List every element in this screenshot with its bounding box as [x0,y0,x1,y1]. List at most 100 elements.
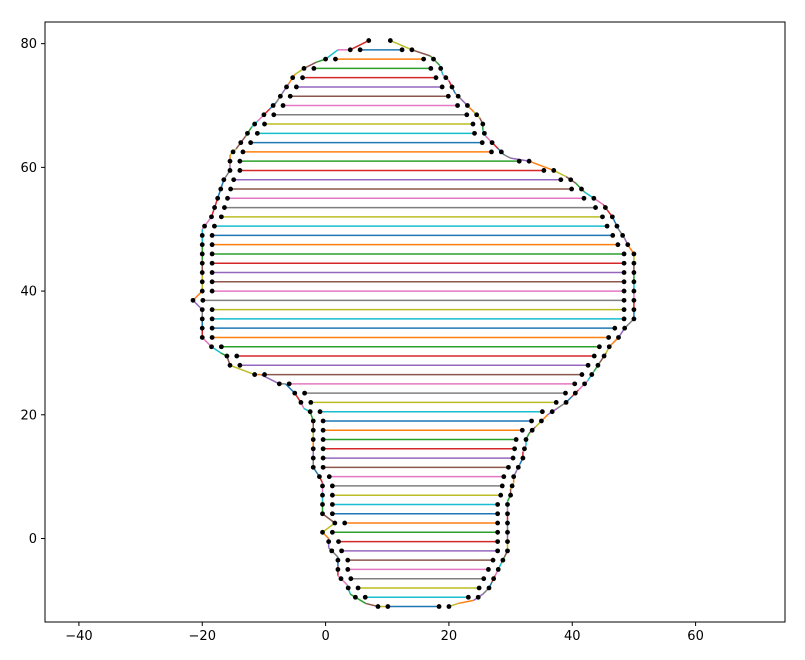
vertex-marker [231,177,237,183]
vertex-marker [495,511,501,517]
vertex-marker [505,511,510,517]
vertex-marker [276,381,282,387]
vertex-marker [519,427,525,433]
vertex-marker [515,464,521,470]
vertex-marker [209,288,215,294]
vertex-marker [489,140,495,146]
vertex-marker [539,409,545,415]
vertex-marker [563,390,568,396]
vertex-marker [209,279,215,285]
vertex-marker [505,539,510,544]
vertex-marker [209,233,215,238]
vertex-marker [212,223,217,229]
vertex-marker [221,177,227,183]
vertex-marker [348,576,354,582]
vertex-marker [302,390,308,396]
vertex-marker [311,65,317,71]
vertex-marker [339,548,345,554]
vertex-marker [465,594,471,600]
vertex-marker [212,205,217,210]
vertex-marker [215,195,221,201]
vertex-marker [329,548,335,554]
y-tick-label: 40 [20,285,37,300]
vertex-marker [310,427,316,433]
vertex-marker [631,251,637,257]
vertex-marker [593,205,598,210]
vertex-marker [199,279,205,285]
vertex-marker [199,316,205,322]
vertex-marker [234,353,240,359]
vertex-marker [310,464,316,470]
vertex-marker [326,539,332,544]
vertex-marker [631,270,637,275]
vertex-marker [631,288,637,294]
vertex-marker [230,149,236,155]
x-tick-label: 0 [321,629,329,644]
x-tick-label: 20 [441,629,458,644]
vertex-marker [227,362,233,368]
vertex-marker [248,140,254,146]
vertex-marker [501,474,507,480]
vertex-marker [333,56,338,62]
vertex-marker [549,409,555,415]
left-boundary-segment [349,39,370,51]
x-tick-label: −40 [65,629,92,644]
vertex-marker [218,214,224,220]
vertex-marker [199,288,205,294]
vertex-marker [455,93,461,99]
vertex-marker [209,344,214,350]
vertex-marker [320,446,326,452]
vertex-marker [225,195,230,201]
vertex-marker [345,567,351,572]
vertex-marker [558,177,564,183]
vertex-marker [446,604,452,609]
vertex-marker [310,437,316,442]
vertex-marker [449,84,455,90]
vertex-marker [190,297,196,303]
right-boundary-segment [458,599,474,605]
vertex-marker [245,130,250,136]
vertex-marker [357,47,363,53]
left-boundary-segment [322,522,336,533]
vertex-marker [579,372,585,377]
vertex-marker [505,502,510,507]
vertex-marker [218,344,224,350]
vertex-marker [579,186,584,192]
vertex-marker [621,270,627,275]
left-boundary-segment [229,364,255,376]
x-tick-label: 40 [564,629,581,644]
x-tick-label: −20 [189,629,216,644]
vertex-marker [431,56,436,62]
vertex-marker [485,567,491,572]
vertex-marker [621,260,627,266]
vertex-marker [293,84,299,90]
vertex-marker [209,335,215,340]
y-tick-label: 0 [29,532,37,547]
left-boundary-segment [349,593,367,605]
vertex-marker [631,260,637,266]
vertex-marker [474,112,480,118]
vertex-marker [510,455,516,461]
vertex-marker [300,75,305,81]
vertex-marker [495,567,501,572]
vertex-marker [520,455,526,461]
vertex-marker [621,297,627,303]
vertex-marker [329,502,335,507]
vertex-marker [481,130,487,136]
vertex-marker [224,353,230,359]
vertex-marker [553,400,559,405]
vertex-marker [209,251,215,257]
vertex-marker [329,492,335,498]
vertex-marker [335,557,341,563]
vertex-marker [320,483,325,489]
vertex-marker [345,585,351,591]
plot-area [190,38,637,609]
vertex-marker [495,502,501,507]
vertex-marker [523,437,529,442]
right-boundary-segment [411,49,431,57]
vertex-marker [591,195,597,201]
vertex-marker [240,149,246,155]
vertex-marker [498,492,504,498]
vertex-marker [495,539,501,544]
